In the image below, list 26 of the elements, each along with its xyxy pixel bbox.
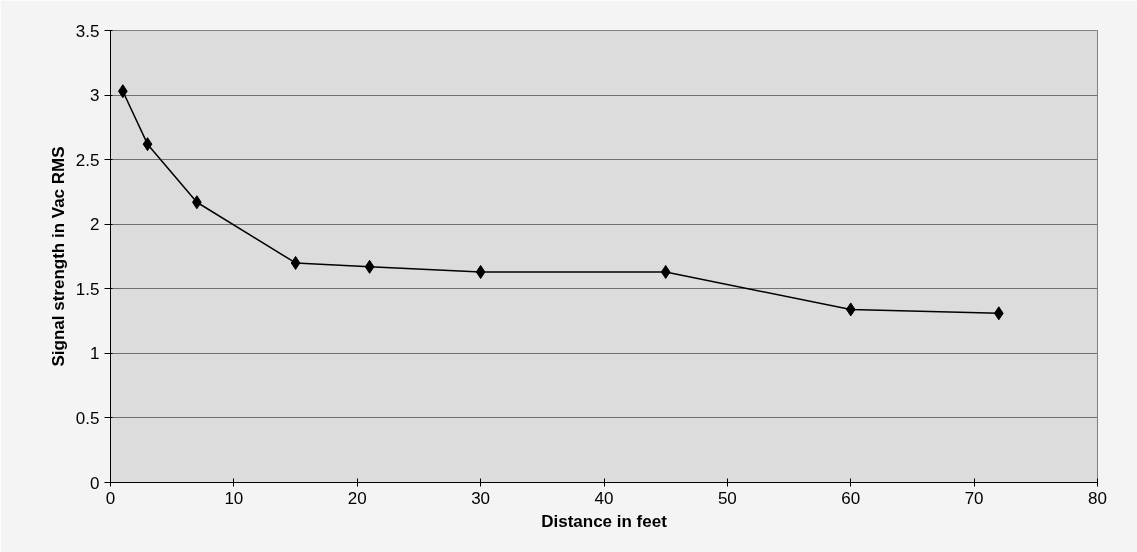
point	[475, 265, 486, 279]
x-tick-label: 20	[347, 488, 367, 508]
point	[142, 137, 153, 152]
x-tick-label: 40	[594, 488, 614, 508]
y-tick-label: 3.5	[75, 21, 100, 41]
point	[845, 302, 856, 317]
x-tick-label: 0	[105, 488, 116, 508]
x-tick-label: 10	[224, 488, 244, 508]
x-tick-label: 60	[841, 488, 861, 508]
y-tick-label: 2	[90, 215, 100, 235]
y-tick-label: 1	[90, 344, 100, 364]
y-tick-label: 0.5	[75, 408, 100, 428]
x-tick-label: 30	[471, 488, 491, 508]
point	[290, 255, 301, 270]
x-axis-title: Distance in feet	[541, 511, 668, 531]
x-tick-label: 70	[964, 488, 984, 508]
y-tick-label: 1.5	[75, 279, 100, 299]
x-tick-label: 50	[717, 488, 737, 508]
y-tick-label: 3	[90, 86, 100, 106]
point	[993, 306, 1004, 321]
y-tick-label: 2.5	[75, 150, 100, 170]
x-tick-label: 80	[1088, 488, 1107, 508]
y-tick-label: 0	[90, 473, 100, 493]
point	[660, 265, 671, 279]
point	[364, 259, 375, 274]
y-axis-title: Signal strength in Vac RMS	[48, 146, 68, 367]
